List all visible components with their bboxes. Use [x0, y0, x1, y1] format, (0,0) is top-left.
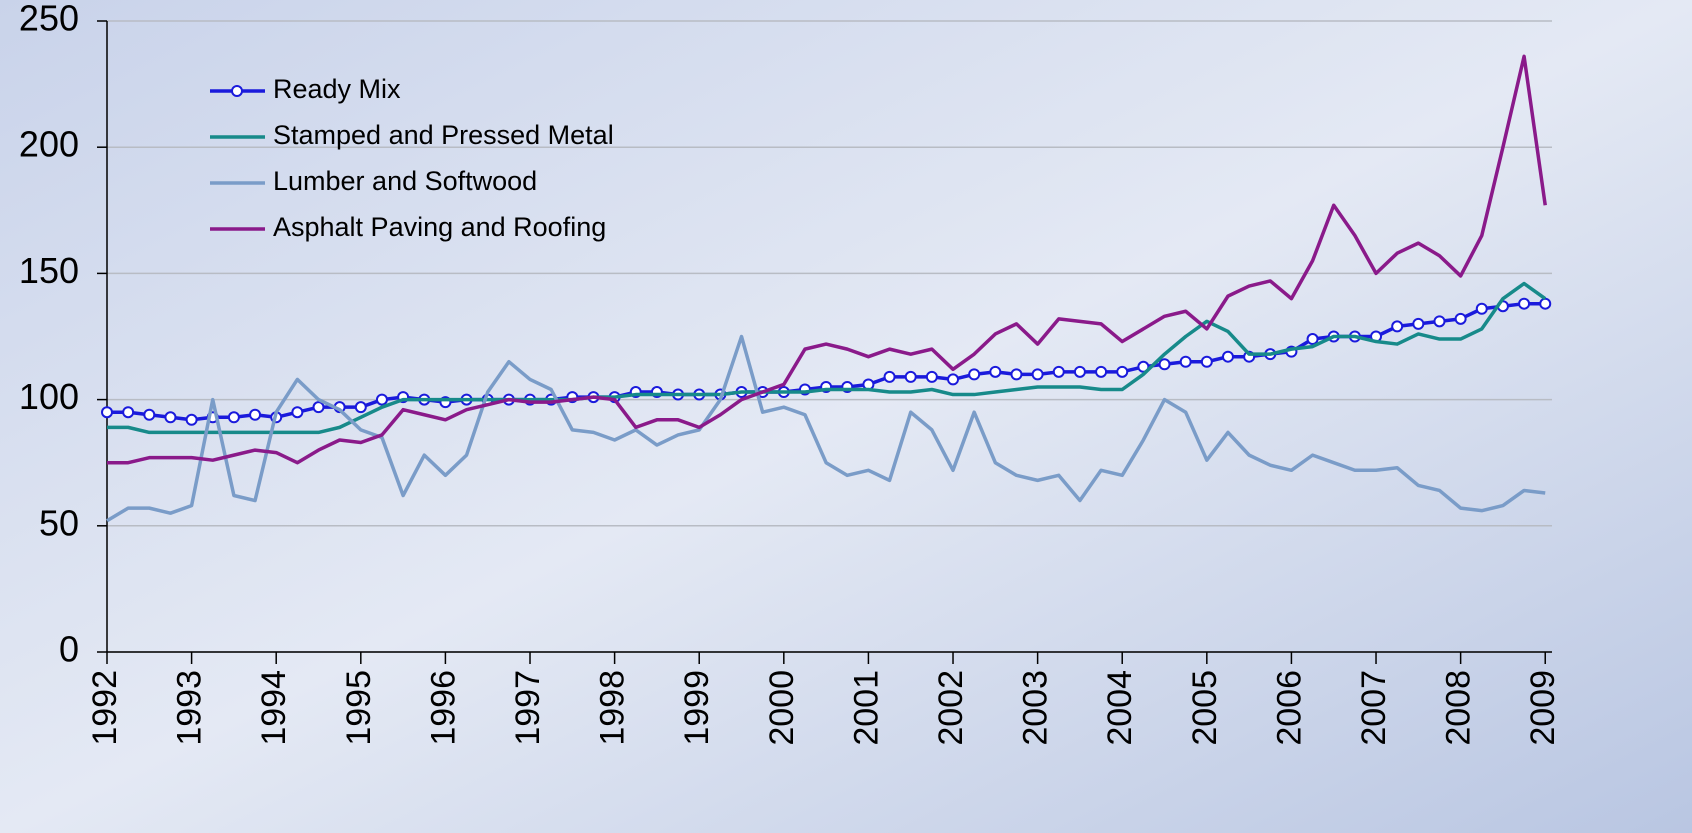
legend-label: Lumber and Softwood [273, 166, 537, 196]
x-tick-label: 1998 [594, 670, 632, 746]
x-tick-label: 1995 [340, 670, 378, 746]
series-marker [968, 368, 981, 381]
x-tick-label: 2008 [1440, 670, 1478, 746]
series-marker [101, 406, 113, 419]
x-tick-label: 2006 [1270, 670, 1308, 746]
series-marker [1412, 317, 1425, 330]
series-marker [1221, 350, 1234, 363]
series-marker [1137, 360, 1150, 373]
series-marker [1010, 368, 1023, 381]
legend-marker [231, 85, 243, 97]
x-tick-label: 2000 [763, 670, 801, 746]
series-marker [989, 365, 1002, 378]
x-tick-label: 2001 [847, 670, 885, 746]
series-line [107, 54, 1547, 465]
series-marker [904, 370, 917, 383]
series-marker [375, 393, 388, 406]
series-marker [947, 373, 960, 386]
series-line [106, 334, 1546, 523]
series-marker [1158, 358, 1171, 371]
y-tick-label: 50 [39, 502, 79, 543]
x-tick-label: 2004 [1101, 670, 1139, 746]
series-marker [249, 408, 262, 421]
series-marker [122, 406, 135, 419]
legend-label: Asphalt Paving and Roofing [273, 212, 606, 242]
series-marker [883, 370, 896, 383]
series-marker [1052, 365, 1065, 378]
series-marker [143, 408, 156, 421]
x-tick-label: 2002 [932, 670, 970, 746]
series-marker [1306, 333, 1319, 346]
y-tick-label: 100 [19, 376, 79, 417]
series-marker [1095, 365, 1108, 378]
series-marker [1179, 355, 1192, 368]
y-tick-label: 150 [19, 250, 79, 291]
series-marker [1073, 365, 1086, 378]
series-marker [1200, 355, 1213, 368]
y-tick-label: 250 [19, 0, 79, 39]
series-marker [1454, 312, 1467, 325]
series-marker [164, 411, 177, 424]
x-tick-label: 1999 [678, 670, 716, 746]
x-tick-label: 1996 [424, 670, 462, 746]
x-tick-label: 1997 [509, 670, 547, 746]
x-tick-label: 1992 [86, 670, 124, 746]
y-tick-label: 200 [19, 124, 79, 165]
series-marker [1475, 302, 1488, 315]
series-marker [1116, 365, 1129, 378]
series-marker [312, 401, 325, 414]
series-marker [227, 411, 240, 424]
x-tick-label: 2005 [1186, 670, 1224, 746]
series-marker [1031, 368, 1044, 381]
series-marker [354, 401, 367, 414]
x-tick-label: 2003 [1017, 670, 1055, 746]
legend-label: Ready Mix [273, 74, 401, 104]
series-marker [1518, 297, 1531, 310]
series-marker [185, 413, 198, 426]
series-marker [291, 406, 304, 419]
x-tick-label: 1994 [255, 670, 293, 746]
x-tick-label: 2009 [1524, 670, 1562, 746]
series-line [107, 281, 1547, 435]
series-marker [925, 370, 938, 383]
series-marker [1391, 320, 1404, 333]
x-tick-label: 2007 [1355, 670, 1393, 746]
legend-label: Stamped and Pressed Metal [273, 120, 614, 150]
x-tick-label: 1993 [171, 670, 209, 746]
series-marker [1433, 315, 1446, 328]
series-marker [1539, 297, 1552, 310]
y-tick-label: 0 [59, 629, 79, 670]
